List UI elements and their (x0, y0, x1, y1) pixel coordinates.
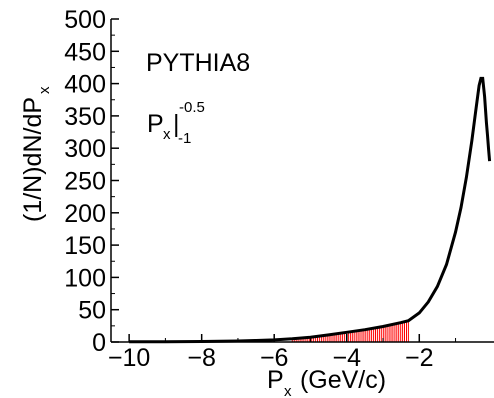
y-tick-label: 200 (64, 200, 106, 228)
y-tick-label: 350 (64, 103, 106, 131)
range-base: P (147, 110, 164, 138)
y-tick-label: 250 (64, 168, 106, 196)
y-tick-label: 500 (64, 6, 106, 34)
y-tick-label: 150 (64, 232, 106, 260)
y-ticks: 0 50 100 150 200 250 300 350 400 450 500 (64, 6, 119, 357)
y-axis-title-main: (1/N)dN/dP (19, 97, 47, 222)
y-tick-label: 400 (64, 71, 106, 99)
x-axis-title: P x (GeV/c) (267, 366, 386, 398)
x-axis-title-main: P (267, 366, 284, 394)
y-tick-label: 0 (92, 329, 106, 357)
range-sub: x (163, 126, 171, 143)
x-tick-label: −10 (108, 344, 150, 372)
y-tick-label: 300 (64, 135, 106, 163)
x-axis-title-rest: (GeV/c) (293, 366, 386, 394)
annotation-range: P x | -0.5 -1 (147, 99, 205, 147)
x-tick-label: −2 (405, 344, 434, 372)
x-tick-label: −6 (260, 344, 289, 372)
range-lower: -1 (178, 130, 191, 147)
y-tick-label: 100 (64, 264, 106, 292)
x-axis-title-sub: x (284, 383, 292, 398)
y-axis-title: (1/N)dN/dP x (19, 86, 53, 222)
x-tick-label: −8 (187, 344, 216, 372)
range-upper: -0.5 (179, 99, 205, 116)
x-ticks: −10 −8 −6 −4 −2 (108, 334, 457, 372)
range-bar: | (173, 110, 180, 138)
x-tick-label: −4 (332, 344, 361, 372)
annotation-generator: PYTHIA8 (146, 49, 250, 77)
y-axis-title-sub: x (36, 86, 53, 94)
y-tick-label: 450 (64, 38, 106, 66)
distribution-curve (129, 76, 492, 344)
y-tick-label: 50 (78, 297, 106, 325)
